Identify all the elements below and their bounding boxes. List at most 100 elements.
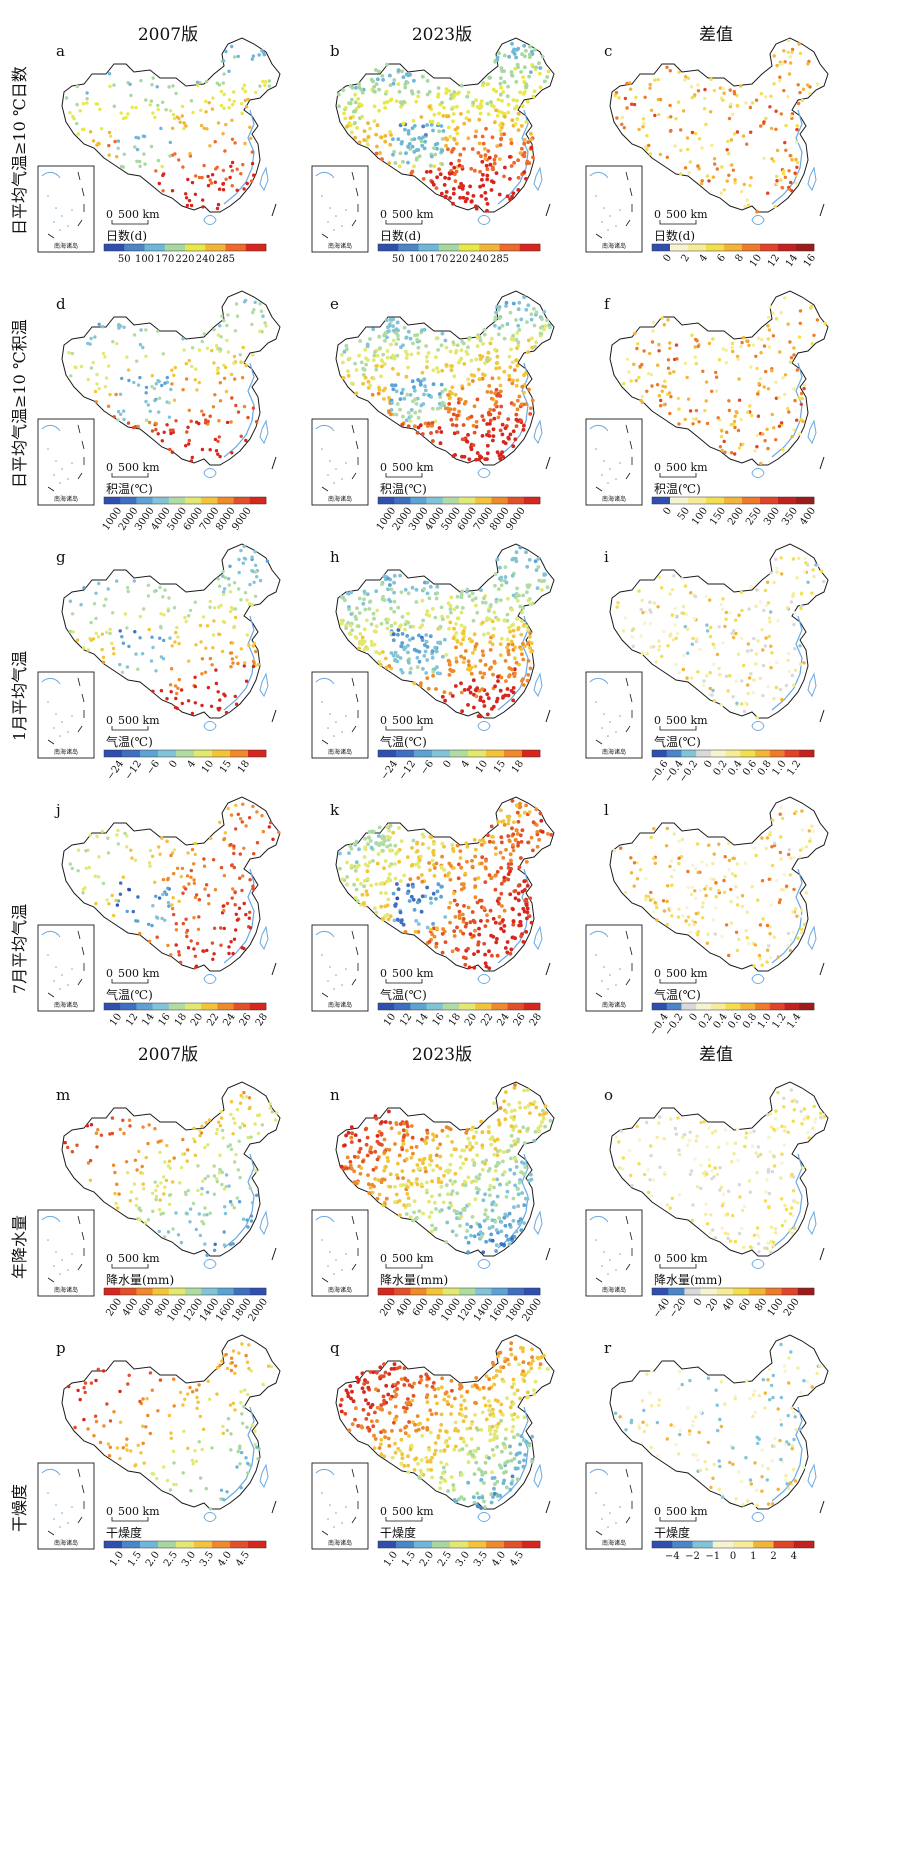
station-dot [549,833,554,837]
station-dot [679,172,683,176]
station-dot [454,423,459,428]
station-dot [772,82,776,86]
colorbar-swatch [168,1003,186,1010]
station-dot [193,192,198,196]
station-dot [197,380,201,385]
station-dot [357,596,362,601]
station-dot [786,658,790,662]
colorbar-swatch [666,1003,682,1010]
station-dot [654,660,658,664]
station-dot [435,665,439,670]
station-dot [414,401,419,406]
station-dot [107,130,112,135]
colorbar-tick: 100 [409,254,428,265]
station-dot [487,966,492,971]
station-dot [485,422,490,426]
colorbar-tick: 15 [218,759,234,776]
inset-frame [37,671,95,759]
scale-bar: 0 500 km [106,461,160,478]
station-dot [425,1135,429,1140]
station-dot [420,74,425,79]
inset-island [71,968,73,970]
station-dot [506,652,511,657]
colorbar-swatch [233,1003,251,1010]
station-dot [221,574,225,578]
station-dot [401,922,406,927]
station-dot [519,418,523,423]
colorbar-tick: 240 [470,254,489,265]
inset-dashes [321,677,359,745]
station-dot [218,324,222,328]
station-dot [190,364,194,369]
station-dot [408,670,413,675]
colorbar-swatch [249,1288,267,1295]
station-dot [454,645,458,650]
station-dot [232,581,237,585]
station-dot [486,696,491,701]
station-dot [521,677,525,681]
colorbar-swatch [522,750,541,757]
station-dot [393,621,397,626]
station-dot [768,831,772,835]
station-dot [91,139,96,143]
station-dot [512,820,516,824]
station-dot [478,695,483,700]
inset-coast [315,171,335,179]
station-dot [468,685,472,690]
station-dot [705,421,710,426]
station-dots [67,298,268,463]
station-dot [619,846,623,850]
station-dot [70,1150,75,1154]
station-dot [232,1206,236,1210]
station-dot [359,103,364,108]
station-dot [387,409,391,413]
station-dot [366,1173,370,1177]
colorbar-swatch [760,244,779,251]
station-dot [219,926,223,930]
station-dot [487,1187,492,1192]
station-dot [435,429,439,434]
station-dot [431,128,435,133]
station-dot [438,1154,443,1159]
inset-island [327,980,329,982]
station-dots [338,799,554,971]
colorbar-swatch [652,244,671,251]
station-dot [458,397,463,402]
station-dot [376,391,381,396]
station-dot [190,847,195,852]
inset-island [71,209,73,211]
station-dot [722,188,726,192]
station-dot [766,948,770,952]
station-dot [634,95,638,99]
china-map [61,796,281,984]
station-dot [506,821,511,826]
station-dot [673,623,677,627]
station-dot [264,80,268,84]
station-dot [478,454,482,459]
station-dot [735,103,740,108]
station-dot [524,49,528,53]
colorbar-tick: 220 [175,254,194,265]
station-dot [656,77,660,82]
coastline [497,1153,529,1249]
station-dot [515,832,520,836]
station-dot [479,194,484,198]
station-dot [404,151,408,156]
station-dot [429,835,434,840]
station-dot [481,653,486,657]
inset-island [61,721,63,723]
scale-text: 500 km [392,714,434,727]
station-dot [682,611,686,616]
station-dot [374,882,379,886]
station-dot [193,600,197,604]
station-dot [374,132,378,137]
station-dot [345,124,350,129]
station-dot [125,1171,130,1175]
station-dot [154,894,158,898]
station-dot [416,378,420,382]
station-dot [243,661,247,665]
station-dot [494,171,499,176]
station-dot [452,93,457,98]
station-dot [528,137,533,142]
